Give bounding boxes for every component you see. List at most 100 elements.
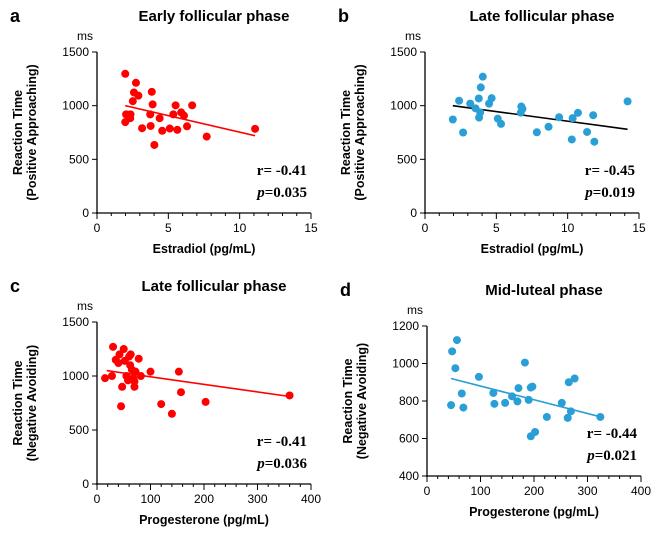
- panel-d-data-point: [596, 412, 605, 421]
- panel-a-y-unit: ms: [77, 29, 93, 43]
- panel-a-regression-line: [125, 104, 256, 137]
- panel-c-data-point: [114, 359, 123, 368]
- panel-a-data-point: [180, 111, 189, 120]
- panel-a-y-axis-label-line1: Reaction Time: [11, 90, 25, 175]
- panel-a-y-tick-label: 0: [82, 206, 89, 220]
- panel-a-data-point: [169, 110, 178, 119]
- panel-c-title: Late follicular phase: [141, 278, 286, 295]
- panel-a-x-tick-label: 5: [165, 221, 172, 235]
- panel-c-data-point: [131, 367, 140, 376]
- panel-b-data-point: [466, 99, 475, 108]
- panel-d-data-point: [563, 413, 572, 422]
- panel-d-data-point: [474, 372, 483, 381]
- panel-b-title: Late follicular phase: [469, 8, 614, 25]
- panel-c-data-point: [201, 397, 210, 406]
- panel-a-label: a: [10, 6, 21, 26]
- panel-d-x-axis-label: Progesterone (pg/mL): [469, 505, 599, 519]
- panel-b-x-tick-label: 10: [561, 221, 575, 235]
- panel-a-stat-r: r= -0.41: [257, 163, 307, 179]
- panel-d-label: d: [340, 280, 351, 300]
- panel-a-data-point: [131, 78, 140, 87]
- panel-b-y-axis-label-line2: (Positive Approaching): [353, 64, 367, 200]
- panel-a-data-point: [146, 110, 155, 119]
- panel-c-data-point: [118, 382, 127, 391]
- panel-c-y-unit: ms: [77, 299, 93, 313]
- panel-d-title: Mid-luteal phase: [485, 282, 603, 299]
- panel-a-data-point: [251, 124, 260, 133]
- panel-a-data-point: [183, 122, 192, 131]
- panel-a-title: Early follicular phase: [139, 8, 290, 25]
- panel-a-stat-p: p=0.035: [255, 185, 307, 201]
- panel-b-y-axis-label-line1: Reaction Time: [339, 90, 353, 175]
- panel-c-data-point: [130, 377, 139, 386]
- panel-d-data-point: [490, 399, 499, 408]
- panel-c-data-point: [167, 409, 176, 418]
- panel-b-data-point: [455, 96, 464, 105]
- panel-c-data-point: [117, 402, 126, 411]
- panel-b-y-tick-label: 500: [397, 152, 417, 166]
- panel-a-data-point: [155, 114, 164, 123]
- panel-d-x-tick-label: 300: [577, 484, 597, 498]
- panel-a-data-point: [138, 124, 147, 133]
- panel-c-data-point: [146, 367, 155, 376]
- panel-d-data-point: [557, 398, 566, 407]
- panel-d-data-point: [459, 403, 468, 412]
- panel-d-x-tick-label: 0: [424, 484, 431, 498]
- panel-b-stat-r: r= -0.45: [585, 163, 635, 179]
- panel-b-y-unit: ms: [405, 29, 421, 43]
- panel-a-data-point: [171, 101, 180, 110]
- panel-a-data-point: [121, 69, 130, 78]
- panel-c-x-tick-label: 300: [247, 492, 267, 506]
- panel-a-data-point: [124, 112, 133, 121]
- panel-c-x-tick-label: 400: [301, 492, 321, 506]
- panel-a-data-point: [148, 100, 157, 109]
- panel-a-data-point: [165, 124, 174, 133]
- panel-d-data-point: [520, 358, 529, 367]
- panel-a-x-axis-label: Estradiol (pg/mL): [153, 242, 256, 256]
- panel-d-x-tick-label: 200: [524, 484, 544, 498]
- panel-c-data-point: [119, 345, 128, 353]
- panel-d-data-point: [570, 374, 579, 383]
- panel-b-data-point: [555, 113, 564, 122]
- panel-c-x-tick-label: 200: [194, 492, 214, 506]
- panel-a-data-point: [146, 121, 155, 130]
- panel-d-x-tick-label: 400: [631, 484, 651, 498]
- panel-a-stat-p-value: =0.035: [265, 185, 307, 201]
- panel-b-x-axis-label: Estradiol (pg/mL): [481, 242, 584, 256]
- panel-a-stat-p-label: p: [255, 185, 265, 201]
- panel-b-data-point: [476, 83, 485, 92]
- panel-d-y-tick-label: 400: [399, 469, 419, 483]
- panel-b-label: b: [338, 6, 349, 26]
- panel-c-y-axis-label-line1: Reaction Time: [11, 360, 25, 445]
- panel-a-data-point: [150, 140, 159, 149]
- panel-d-data-point: [457, 389, 466, 398]
- panel-d-data-point: [531, 427, 540, 436]
- panel-b-data-point: [474, 94, 483, 103]
- panel-d-data-point: [451, 364, 460, 373]
- panel-a-data-point: [128, 97, 137, 106]
- panel-a-x-tick-label: 0: [94, 221, 101, 235]
- panel-b-y-tick-label: 1500: [390, 45, 417, 59]
- panel-c-data-point: [101, 374, 110, 383]
- panel-a-y-tick-label: 1500: [62, 45, 89, 59]
- panel-d-data-point: [448, 347, 457, 356]
- panel-c-stat-p: p=0.036: [255, 456, 307, 472]
- panel-b-data-point: [516, 108, 525, 117]
- panel-d-y-axis-label-line1: Reaction Time: [341, 358, 355, 443]
- panel-c-x-axis-label: Progesterone (pg/mL): [139, 513, 269, 527]
- panel-d-data-point: [542, 412, 551, 421]
- panel-b-data-point: [573, 108, 582, 117]
- panel-a-x-tick-label: 15: [304, 221, 318, 235]
- panel-d-data-point: [489, 388, 498, 397]
- panel-c-data-point: [107, 372, 116, 380]
- panel-b-data-point: [544, 122, 553, 131]
- panel-c-data-point: [136, 372, 145, 380]
- panel-c-data-point: [176, 388, 185, 397]
- panel-d-y-tick-label: 1200: [392, 319, 419, 333]
- panel-d-stat-p: p=0.021: [585, 448, 637, 464]
- panel-b-data-point: [478, 72, 487, 81]
- panel-c-stat-r: r= -0.41: [257, 434, 307, 450]
- panel-d-data-point: [514, 384, 523, 393]
- panel-d-data-point: [524, 395, 533, 404]
